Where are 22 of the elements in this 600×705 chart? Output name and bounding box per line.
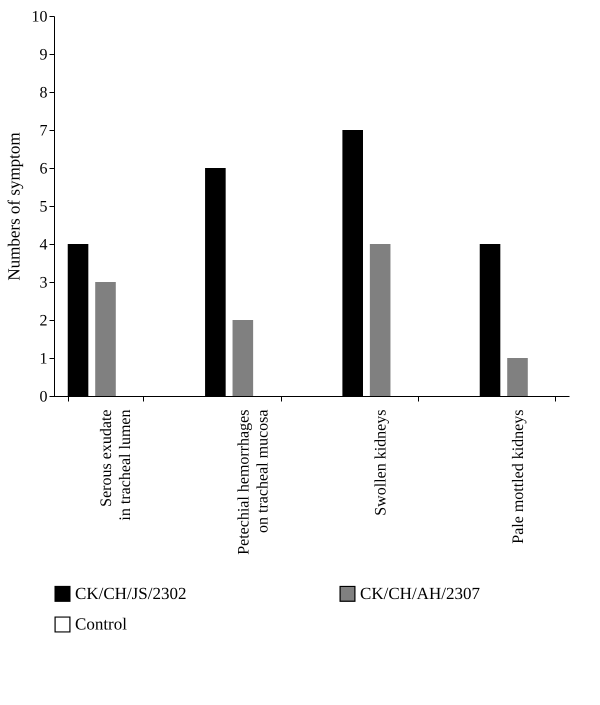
y-tick-label: 8	[40, 84, 48, 102]
y-tick-label: 2	[40, 312, 48, 330]
y-tick-label: 4	[40, 236, 48, 254]
x-tick-label: Pale mottled kidneys	[510, 410, 527, 544]
x-tick-label: Serous exudate in tracheal lumen	[98, 410, 134, 521]
legend-label: CK/CH/AH/2307	[360, 584, 480, 603]
x-tick-label: Swollen kidneys	[372, 410, 390, 516]
bar	[95, 282, 116, 396]
bar	[370, 244, 390, 396]
y-tick-label: 10	[32, 8, 48, 26]
y-axis-title: Numbers of symptom	[4, 132, 24, 281]
y-tick-label: 7	[40, 122, 48, 140]
y-tick-label: 5	[40, 198, 48, 216]
legend-label: Control	[75, 614, 128, 634]
y-tick-label: 0	[40, 388, 48, 406]
y-tick-label: 3	[40, 274, 48, 292]
y-tick-label: 1	[40, 350, 48, 368]
bar	[507, 358, 528, 396]
y-tick-label: 9	[40, 46, 48, 64]
bar	[232, 320, 254, 396]
legend-label: CK/CH/JS/2302	[75, 584, 186, 603]
y-tick-label: 6	[40, 160, 48, 178]
